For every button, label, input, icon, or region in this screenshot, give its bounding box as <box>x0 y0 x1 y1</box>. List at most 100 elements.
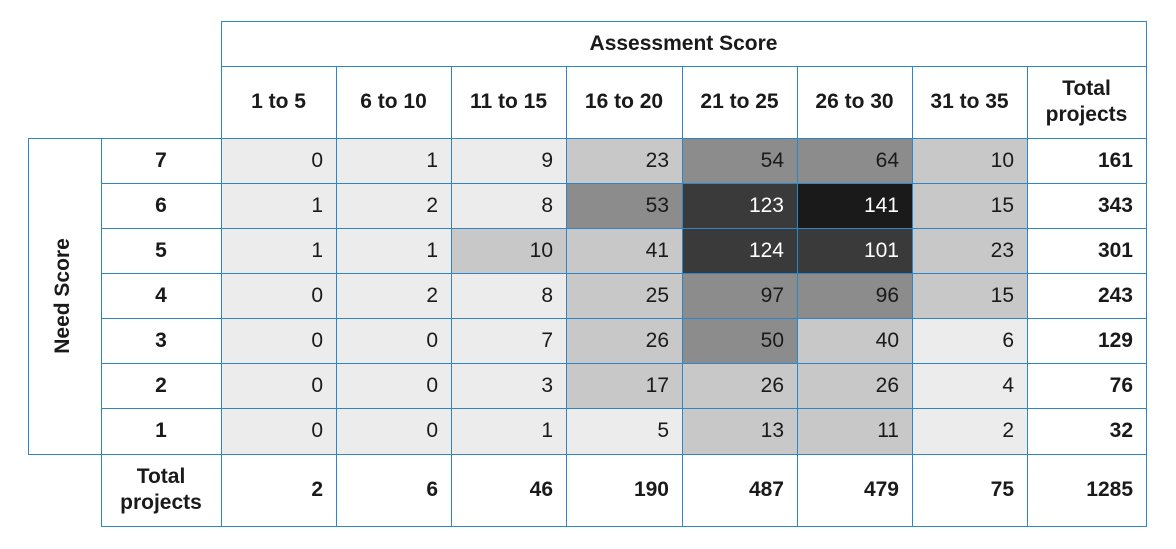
row-total: 161 <box>1097 148 1133 172</box>
heat-cell: 4 <box>912 363 1027 408</box>
heat-cell: 54 <box>682 138 797 183</box>
heat-cell: 26 <box>797 363 912 408</box>
heat-cell: 123 <box>682 183 797 228</box>
grid-line <box>912 66 913 526</box>
heat-cell: 7 <box>451 318 566 363</box>
heat-cell: 0 <box>221 138 336 183</box>
column-header-total: Total projects <box>1027 66 1146 138</box>
heat-cell: 9 <box>451 138 566 183</box>
grid-line <box>336 66 337 526</box>
column-header: 16 to 20 <box>584 90 664 113</box>
heat-cell: 1 <box>221 183 336 228</box>
heat-cell: 5 <box>566 408 682 454</box>
heat-cell: 15 <box>912 273 1027 318</box>
heat-cell: 6 <box>912 318 1027 363</box>
column-header: 11 to 15 <box>469 90 548 113</box>
grid-line <box>101 273 1146 274</box>
row-label: 3 <box>155 328 167 352</box>
grid-line <box>221 21 1146 22</box>
row-label-total: Total projects <box>101 454 221 526</box>
grid-line <box>101 183 1146 184</box>
grid-line <box>797 66 798 526</box>
heat-cell: 25 <box>566 273 682 318</box>
row-label: 7 <box>155 148 167 172</box>
column-total: 487 <box>748 478 784 501</box>
heat-cell: 3 <box>451 363 566 408</box>
column-total: 75 <box>990 478 1014 501</box>
heat-cell: 8 <box>451 183 566 228</box>
grid-line <box>221 138 222 527</box>
grid-line <box>101 526 1147 527</box>
heat-cell: 101 <box>797 228 912 273</box>
column-header: 1 to 5 <box>251 90 306 113</box>
row-total: 243 <box>1097 283 1133 307</box>
heat-cell: 11 <box>797 408 912 454</box>
row-label: 5 <box>155 238 167 262</box>
row-group-title: Need Score <box>51 238 74 354</box>
heat-cell: 141 <box>797 183 912 228</box>
heat-cell: 1 <box>221 228 336 273</box>
heat-cell: 2 <box>336 273 451 318</box>
row-label: 1 <box>155 419 167 442</box>
heat-cell: 124 <box>682 228 797 273</box>
heat-cell: 26 <box>682 363 797 408</box>
heat-cell: 1 <box>451 408 566 454</box>
grid-line <box>566 66 567 526</box>
total-projects-label: Total projects <box>1045 77 1128 126</box>
column-total: 2 <box>311 478 323 501</box>
column-total: 479 <box>863 478 899 501</box>
column-group-title: Assessment Score <box>589 31 778 55</box>
heat-cell: 17 <box>566 363 682 408</box>
grid-line <box>28 138 29 454</box>
column-header: 21 to 25 <box>700 90 779 113</box>
heat-cell: 26 <box>566 318 682 363</box>
grid-line <box>1027 66 1028 526</box>
row-total: 343 <box>1097 193 1133 217</box>
heat-cell: 41 <box>566 228 682 273</box>
column-total: 190 <box>633 478 669 501</box>
row-total: 129 <box>1097 328 1133 352</box>
heat-cell: 96 <box>797 273 912 318</box>
heat-cell: 0 <box>336 318 451 363</box>
grand-total: 1285 <box>1086 478 1133 501</box>
grid-line <box>28 138 221 139</box>
heat-cell: 0 <box>221 363 336 408</box>
row-label: 4 <box>155 283 167 307</box>
column-header: 6 to 10 <box>360 90 427 113</box>
heat-cell: 97 <box>682 273 797 318</box>
grid-line <box>451 66 452 526</box>
heat-cell: 10 <box>912 138 1027 183</box>
heat-cell: 2 <box>336 183 451 228</box>
heat-cell: 23 <box>912 228 1027 273</box>
column-total: 6 <box>426 478 438 501</box>
column-header: 26 to 30 <box>815 90 894 113</box>
grid-line <box>682 66 683 526</box>
heat-cell: 53 <box>566 183 682 228</box>
grid-line <box>101 318 1146 319</box>
heat-cell: 13 <box>682 408 797 454</box>
heat-cell: 8 <box>451 273 566 318</box>
grid-line <box>221 138 1146 139</box>
row-label: 6 <box>155 193 167 217</box>
heat-cell: 23 <box>566 138 682 183</box>
heat-cell: 0 <box>336 408 451 454</box>
grid-line <box>101 228 1146 229</box>
grid-line <box>101 454 1146 455</box>
grid-line <box>221 66 1146 67</box>
heat-cell: 50 <box>682 318 797 363</box>
row-total: 76 <box>1109 373 1133 397</box>
grid-line <box>28 454 101 455</box>
total-projects-label: Total projects <box>120 465 202 514</box>
heat-cell: 15 <box>912 183 1027 228</box>
grid-line <box>101 408 1146 409</box>
heat-cell: 10 <box>451 228 566 273</box>
grid-line <box>221 21 222 138</box>
column-total: 46 <box>529 478 553 501</box>
grid-line <box>101 363 1146 364</box>
row-total: 301 <box>1097 238 1133 262</box>
heat-cell: 64 <box>797 138 912 183</box>
row-label: 2 <box>155 373 167 397</box>
heat-cell: 0 <box>336 363 451 408</box>
heat-cell: 2 <box>912 408 1027 454</box>
